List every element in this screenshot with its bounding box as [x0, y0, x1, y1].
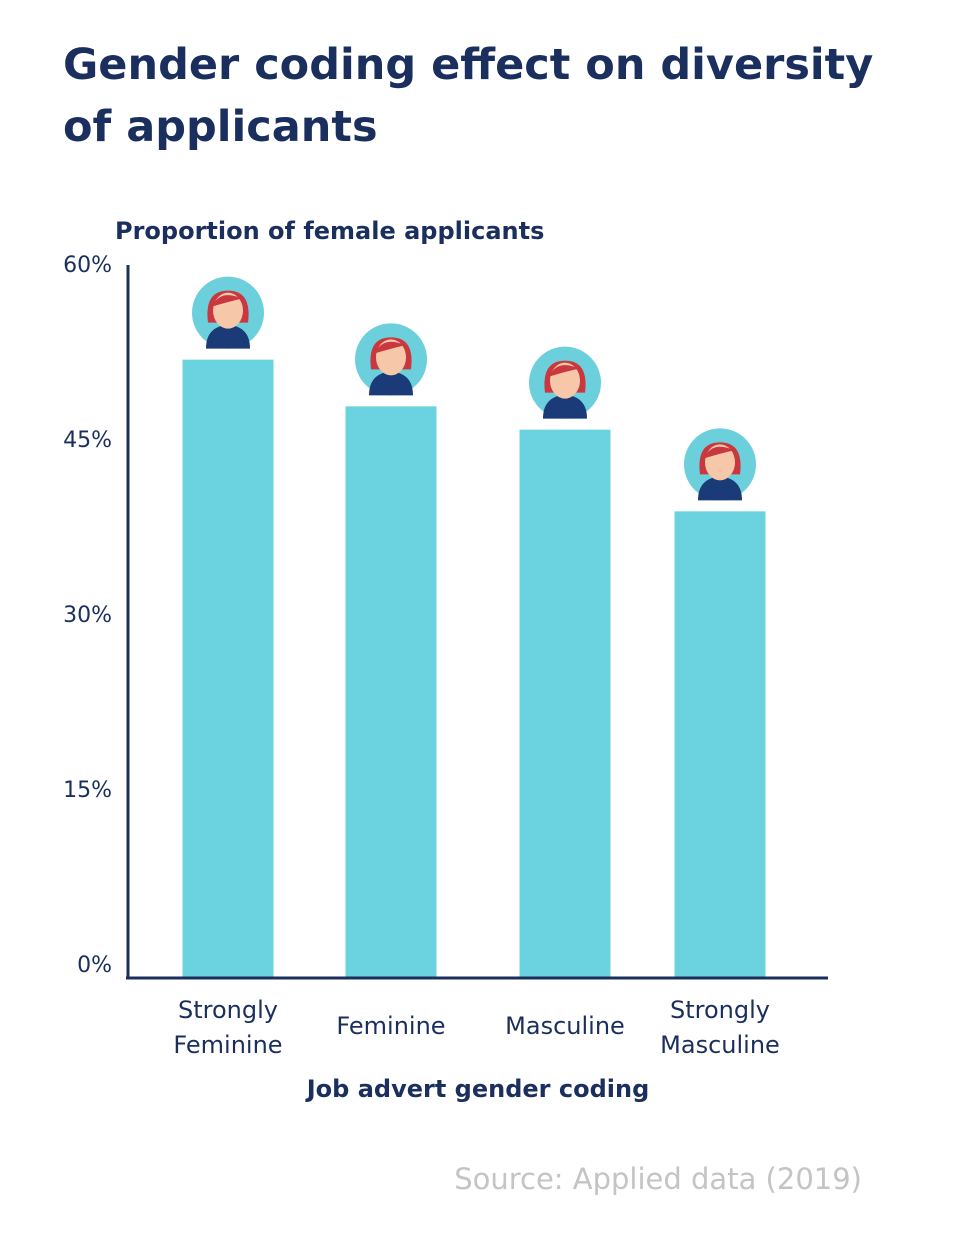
avatar [355, 323, 427, 396]
y-tick-label: 0% [77, 953, 112, 978]
avatar-body [698, 476, 742, 501]
y-axis-label: Proportion of female applicants [115, 217, 544, 245]
bar [345, 406, 437, 978]
avatar-fringe [704, 446, 734, 459]
source-note: Source: Applied data (2019) [454, 1162, 862, 1196]
avatar-fringe [549, 365, 579, 377]
x-tick-label: Masculine [505, 1012, 625, 1040]
avatar [529, 346, 601, 419]
bar [519, 429, 611, 979]
y-tick-label: 30% [63, 603, 112, 628]
y-tick-label: 15% [63, 778, 112, 803]
avatar [192, 276, 264, 349]
bar [182, 359, 274, 979]
y-tick-label: 60% [63, 253, 112, 278]
y-tick-label: 45% [63, 428, 112, 453]
avatar-body [369, 371, 413, 396]
x-tick-label: Strongly Feminine [173, 996, 283, 1059]
x-axis-label: Job advert gender coding [305, 1075, 650, 1103]
avatar-fringe [375, 341, 405, 354]
x-tick-label: Feminine [336, 1012, 446, 1040]
avatar-fringe [212, 295, 242, 307]
bar [674, 511, 766, 978]
avatar [684, 428, 756, 501]
avatar-body [543, 394, 587, 419]
chart-title: Gender coding effect on diversity of app… [63, 40, 874, 152]
avatar-body [206, 324, 250, 349]
x-tick-label: Strongly Masculine [660, 996, 780, 1059]
